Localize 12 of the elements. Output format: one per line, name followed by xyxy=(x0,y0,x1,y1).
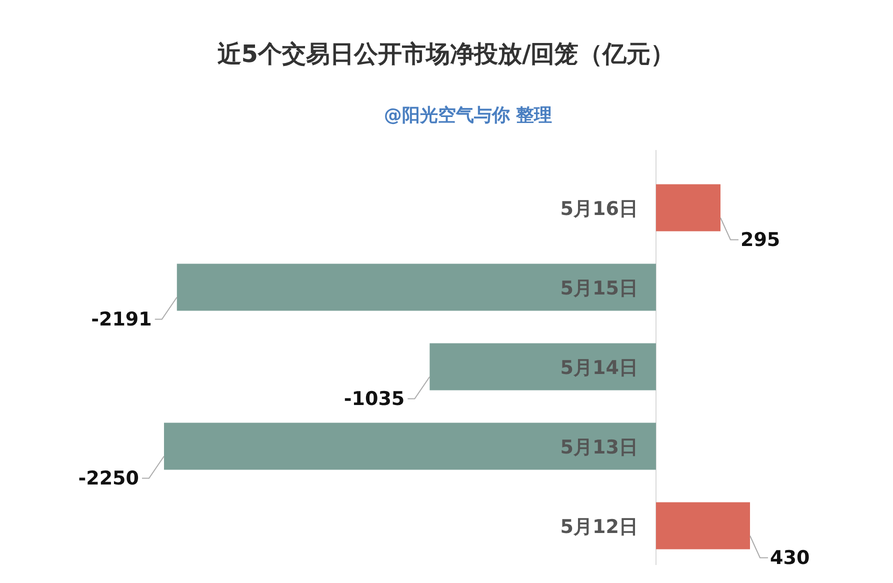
y-tick-label: 5月12日 xyxy=(560,516,638,538)
y-tick-label: 5月15日 xyxy=(560,277,638,300)
y-tick-label: 5月16日 xyxy=(560,198,638,220)
data-label: -1035 xyxy=(344,388,405,410)
y-tick-label: 5月14日 xyxy=(560,356,638,379)
data-label: -2250 xyxy=(78,467,139,490)
y-tick-label: 5月13日 xyxy=(560,436,638,458)
data-label: 295 xyxy=(740,228,780,251)
chart-title: 近5个交易日公开市场净投放/回笼（亿元） xyxy=(217,40,675,68)
data-label: 430 xyxy=(770,546,810,569)
chart-subtitle: @阳光空气与你 整理 xyxy=(384,105,552,126)
data-label: -2191 xyxy=(91,308,152,330)
